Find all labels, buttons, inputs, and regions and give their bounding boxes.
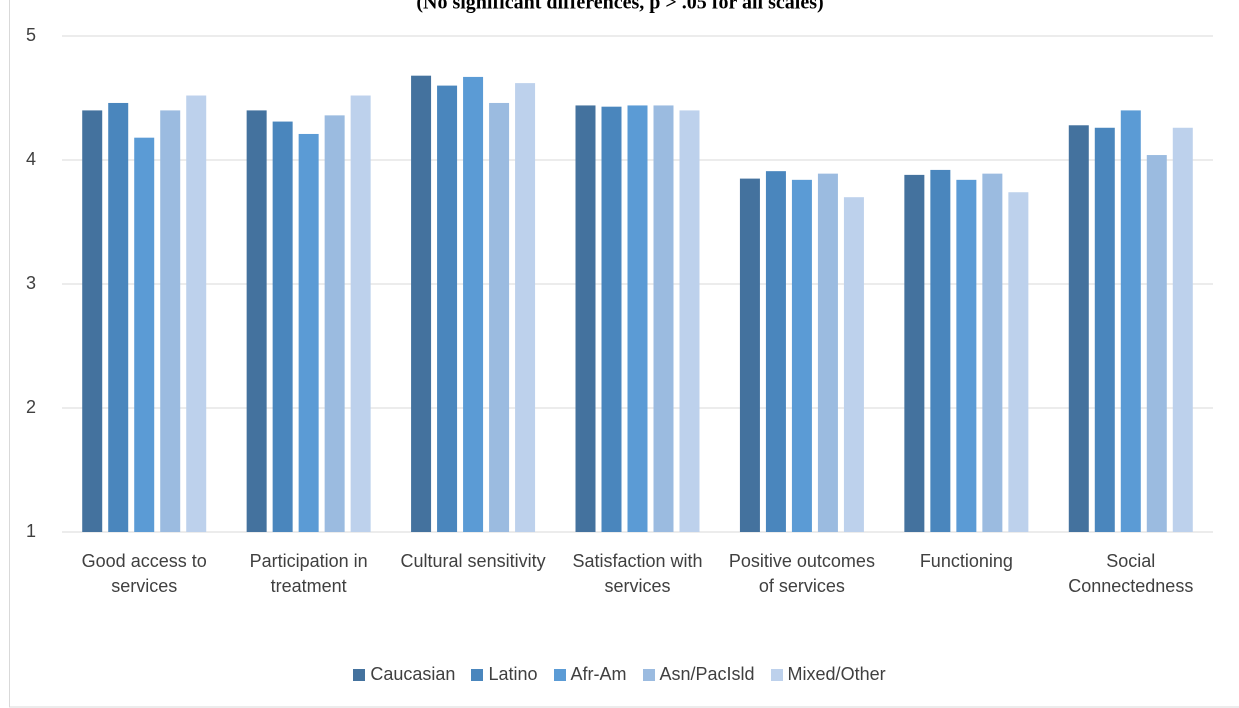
y-tick-label: 3 <box>26 273 36 293</box>
x-tick-label: Positive outcomes of services <box>728 551 875 596</box>
bar <box>160 110 181 533</box>
bar <box>272 121 293 532</box>
bar <box>601 106 622 533</box>
bar <box>108 102 129 533</box>
bar <box>1008 192 1029 533</box>
bar <box>1094 127 1115 532</box>
legend-label: Latino <box>488 664 538 684</box>
legend-swatch <box>471 669 484 681</box>
legend-swatch <box>770 669 783 681</box>
bar <box>679 110 700 533</box>
bar <box>627 105 648 532</box>
chart-frame <box>9 0 1239 708</box>
legend-swatch <box>642 669 655 681</box>
bar <box>982 173 1003 532</box>
bar <box>324 115 345 533</box>
bar <box>653 105 674 532</box>
bar <box>1120 110 1141 533</box>
x-tick-label: Satisfaction with services <box>572 551 703 596</box>
x-tick-label: Cultural sensitivity <box>400 551 546 571</box>
bar <box>489 102 510 533</box>
legend-item: Caucasian <box>353 664 455 685</box>
bar <box>134 137 155 532</box>
bar <box>904 174 925 532</box>
y-tick-label: 1 <box>26 521 36 541</box>
bar <box>411 75 432 533</box>
bar <box>82 110 103 533</box>
bar <box>739 178 760 532</box>
bar <box>575 105 596 532</box>
legend-label: Caucasian <box>370 664 456 684</box>
bar <box>930 169 951 533</box>
bar <box>1068 125 1089 532</box>
bar <box>186 95 207 533</box>
bar <box>1146 155 1167 533</box>
bar <box>791 179 812 532</box>
bar <box>246 110 267 533</box>
bar <box>765 171 786 532</box>
x-tick-label: Social Connectedness <box>1068 551 1194 596</box>
y-tick-label: 2 <box>26 397 36 417</box>
y-tick-label: 5 <box>26 25 36 45</box>
bar <box>298 133 319 532</box>
legend: Caucasian Latino Afr-Am Asn/PacIsld Mixed/Ot… <box>0 664 1239 685</box>
legend-swatch <box>353 669 366 681</box>
bar <box>463 76 484 533</box>
bar <box>350 95 371 533</box>
bar <box>515 83 536 533</box>
chart-title: (No significant differences, p > .05 for… <box>416 0 823 14</box>
legend-label: Mixed/Other <box>787 664 886 684</box>
x-tick-label: Participation in treatment <box>249 551 368 596</box>
legend-label: Afr-Am <box>570 664 627 684</box>
x-tick-label: Functioning <box>919 551 1013 571</box>
bar <box>817 173 838 532</box>
bar <box>1172 127 1193 532</box>
legend-item: Mixed/Other <box>770 664 886 685</box>
legend-item: Asn/PacIsld <box>642 664 755 685</box>
bar <box>956 179 977 532</box>
legend-swatch <box>553 669 566 681</box>
x-tick-label: Good access to services <box>81 551 207 596</box>
bar <box>843 197 864 532</box>
bar <box>437 85 458 532</box>
legend-item: Afr-Am <box>553 664 627 685</box>
y-tick-label: 4 <box>26 149 36 169</box>
legend-item: Latino <box>471 664 538 685</box>
legend-label: Asn/PacIsld <box>659 664 755 684</box>
